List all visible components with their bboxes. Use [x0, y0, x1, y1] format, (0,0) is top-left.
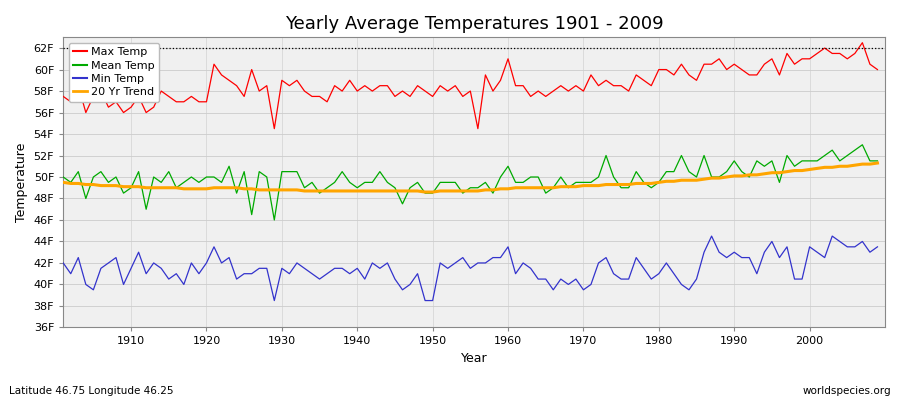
Title: Yearly Average Temperatures 1901 - 2009: Yearly Average Temperatures 1901 - 2009: [284, 15, 663, 33]
Legend: Max Temp, Mean Temp, Min Temp, 20 Yr Trend: Max Temp, Mean Temp, Min Temp, 20 Yr Tre…: [68, 43, 159, 102]
Y-axis label: Temperature: Temperature: [15, 143, 28, 222]
Text: worldspecies.org: worldspecies.org: [803, 386, 891, 396]
X-axis label: Year: Year: [461, 352, 488, 365]
Text: Latitude 46.75 Longitude 46.25: Latitude 46.75 Longitude 46.25: [9, 386, 174, 396]
